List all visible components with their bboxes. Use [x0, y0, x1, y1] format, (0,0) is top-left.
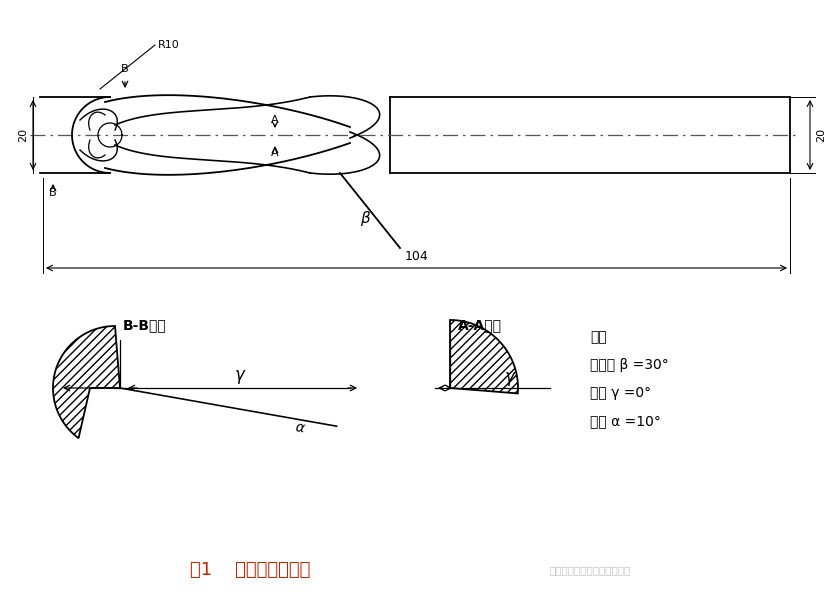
Text: 104: 104: [404, 250, 429, 263]
Text: β: β: [360, 211, 370, 226]
Text: A-A旋转: A-A旋转: [458, 318, 502, 332]
Text: R10: R10: [158, 40, 180, 50]
Text: γ: γ: [505, 368, 515, 386]
Text: B: B: [50, 188, 57, 198]
Text: 后角 α =10°: 后角 α =10°: [590, 414, 661, 428]
Text: A: A: [271, 148, 279, 158]
Text: 螺旋角 β =30°: 螺旋角 β =30°: [590, 358, 669, 372]
Text: γ: γ: [235, 366, 245, 384]
Text: α: α: [294, 420, 305, 436]
Text: 图1    刀具设计平面图: 图1 刀具设计平面图: [190, 561, 310, 579]
Text: 前角 γ =0°: 前角 γ =0°: [590, 386, 651, 400]
Text: 20: 20: [816, 128, 826, 142]
Text: B-B旋转: B-B旋转: [123, 318, 167, 332]
Text: 注：: 注：: [590, 330, 607, 344]
Text: B: B: [121, 64, 129, 74]
Polygon shape: [450, 320, 518, 393]
Polygon shape: [53, 326, 120, 438]
Text: A: A: [271, 115, 279, 125]
Text: 20: 20: [18, 128, 28, 142]
Text: 深圳市石金科技股份有限公司: 深圳市石金科技股份有限公司: [550, 565, 631, 575]
